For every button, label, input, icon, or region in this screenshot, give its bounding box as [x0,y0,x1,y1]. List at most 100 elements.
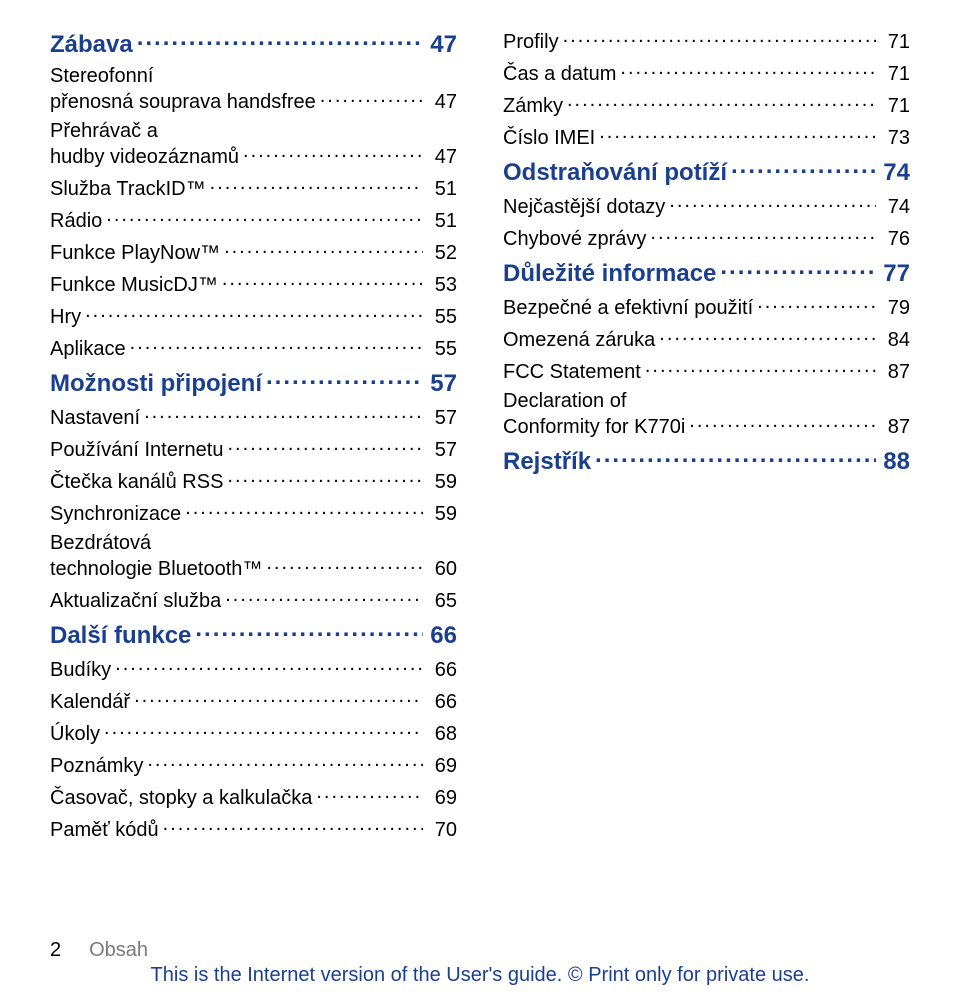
toc-page-number: 55 [427,338,457,361]
toc-label: Aktualizační služba [50,590,221,613]
toc-page-number: 74 [880,159,910,187]
toc-heading-row: Rejstřík88 [503,445,910,476]
toc-entry-row: Zámky 71 [503,92,910,118]
toc-leader-dots [567,92,876,112]
footer-page-number: 2 [50,939,61,962]
toc-entry-row: Poznámky69 [50,752,457,778]
toc-column-left: Zábava 47 Stereofonnípřenosná souprava han… [50,28,457,848]
toc-label-line: Stereofonní [50,65,457,88]
toc-page-number: 57 [427,370,457,398]
toc-heading-row: Důležité informace77 [503,257,910,288]
toc-page-number: 57 [427,439,457,462]
toc-label: Bezpečné a efektivní použití [503,297,753,320]
toc-entry-row: Profily71 [503,28,910,54]
toc-label: Rejstřík [503,448,591,476]
toc-page-number: 87 [880,361,910,384]
toc-heading-row: Další funkce66 [50,619,457,650]
toc-leader-dots [650,225,876,245]
toc-entry-row: Časovač, stopky a kalkulačka69 [50,784,457,810]
toc-leader-dots [320,88,423,108]
toc-page-number: 68 [427,723,457,746]
toc-label: Nejčastější dotazy [503,196,665,219]
toc-page-number: 71 [880,95,910,118]
toc-page-number: 59 [427,503,457,526]
toc-leader-dots [266,555,423,575]
toc-label: Funkce MusicDJ™ [50,274,218,297]
toc-entry-row: Budíky66 [50,656,457,682]
toc-entry-row: Chybové zprávy76 [503,225,910,251]
toc-label: Chybové zprávy [503,228,646,251]
toc-label: Synchronizace [50,503,181,526]
toc-wrapped-box: Stereofonnípřenosná souprava handsfree47 [50,65,457,114]
copyright-icon: © [568,964,583,986]
toc-entry-row: Bezpečné a efektivní použití 79 [503,294,910,320]
toc-leader-dots [144,404,423,424]
toc-entry-row: Stereofonnípřenosná souprava handsfree47 [50,65,457,114]
toc-leader-dots [106,207,423,227]
toc-leader-dots [563,28,876,48]
toc-page-number: 71 [880,63,910,86]
toc-leader-dots [130,335,423,355]
toc-entry-row: Rádio51 [50,207,457,233]
toc-label: Budíky [50,659,111,682]
toc-column-right: Profily71Čas a datum71Zámky71Číslo IMEI7… [503,28,910,848]
toc-label-line: Conformity for K770i [503,416,685,439]
toc-page-number: 71 [880,31,910,54]
toc-page-number: 79 [880,297,910,320]
toc-leader-dots [599,124,876,144]
toc-label: Služba TrackID™ [50,178,206,201]
toc-leader-dots [104,720,423,740]
toc-leader-dots [163,816,423,836]
toc-page-number: 51 [427,178,457,201]
toc-label: Aplikace [50,338,126,361]
footer-notice-prefix: This is the Internet version of the User… [151,964,568,986]
toc-wrapped-lastline: Conformity for K770i 87 [503,413,910,439]
toc-label: Nastavení [50,407,140,430]
toc-label-line: hudby videozáznamů [50,146,239,169]
toc-label: Čtečka kanálů RSS [50,471,223,494]
toc-label: Zábava [50,31,133,59]
toc-columns: Zábava 47 Stereofonnípřenosná souprava han… [50,28,910,848]
toc-entry-row: Omezená záruka84 [503,326,910,352]
toc-page-number: 66 [427,691,457,714]
toc-page-number: 66 [427,622,457,650]
toc-page-number: 70 [427,819,457,842]
toc-page-number: 87 [880,416,910,439]
toc-entry-row: Aktualizační služba65 [50,587,457,613]
toc-entry-row: FCC Statement87 [503,358,910,384]
toc-leader-dots [595,445,876,469]
toc-leader-dots [115,656,423,676]
footer-section-label: Obsah [89,939,148,962]
toc-leader-dots [195,619,423,643]
toc-entry-row: Čas a datum 71 [503,60,910,86]
toc-page-number: 47 [427,146,457,169]
toc-page-number: 53 [427,274,457,297]
toc-label: Čas a datum [503,63,616,86]
toc-page-number: 69 [427,787,457,810]
toc-label-line: technologie Bluetooth™ [50,558,262,581]
toc-entry-row: Aplikace 55 [50,335,457,361]
toc-entry-row: Nastavení57 [50,404,457,430]
toc-leader-dots [147,752,423,772]
toc-entry-row: Používání Internetu 57 [50,436,457,462]
toc-leader-dots [659,326,876,346]
toc-label: Zámky [503,95,563,118]
toc-leader-dots [85,303,423,323]
toc-label: Úkoly [50,723,100,746]
toc-leader-dots [185,500,423,520]
toc-entry-row: Funkce PlayNow™52 [50,239,457,265]
toc-label: Odstraňování potíží [503,159,727,187]
toc-leader-dots [137,28,423,52]
toc-label-line: Přehrávač a [50,120,457,143]
toc-leader-dots [243,143,423,163]
toc-label: Používání Internetu [50,439,223,462]
toc-label: Kalendář [50,691,130,714]
toc-label: Omezená záruka [503,329,655,352]
toc-leader-dots [224,239,423,259]
toc-leader-dots [689,413,876,433]
toc-leader-dots [134,688,423,708]
toc-wrapped-lastline: přenosná souprava handsfree47 [50,88,457,114]
toc-leader-dots [720,257,876,281]
toc-entry-row: Čtečka kanálů RSS59 [50,468,457,494]
toc-entry-row: Služba TrackID™ 51 [50,175,457,201]
